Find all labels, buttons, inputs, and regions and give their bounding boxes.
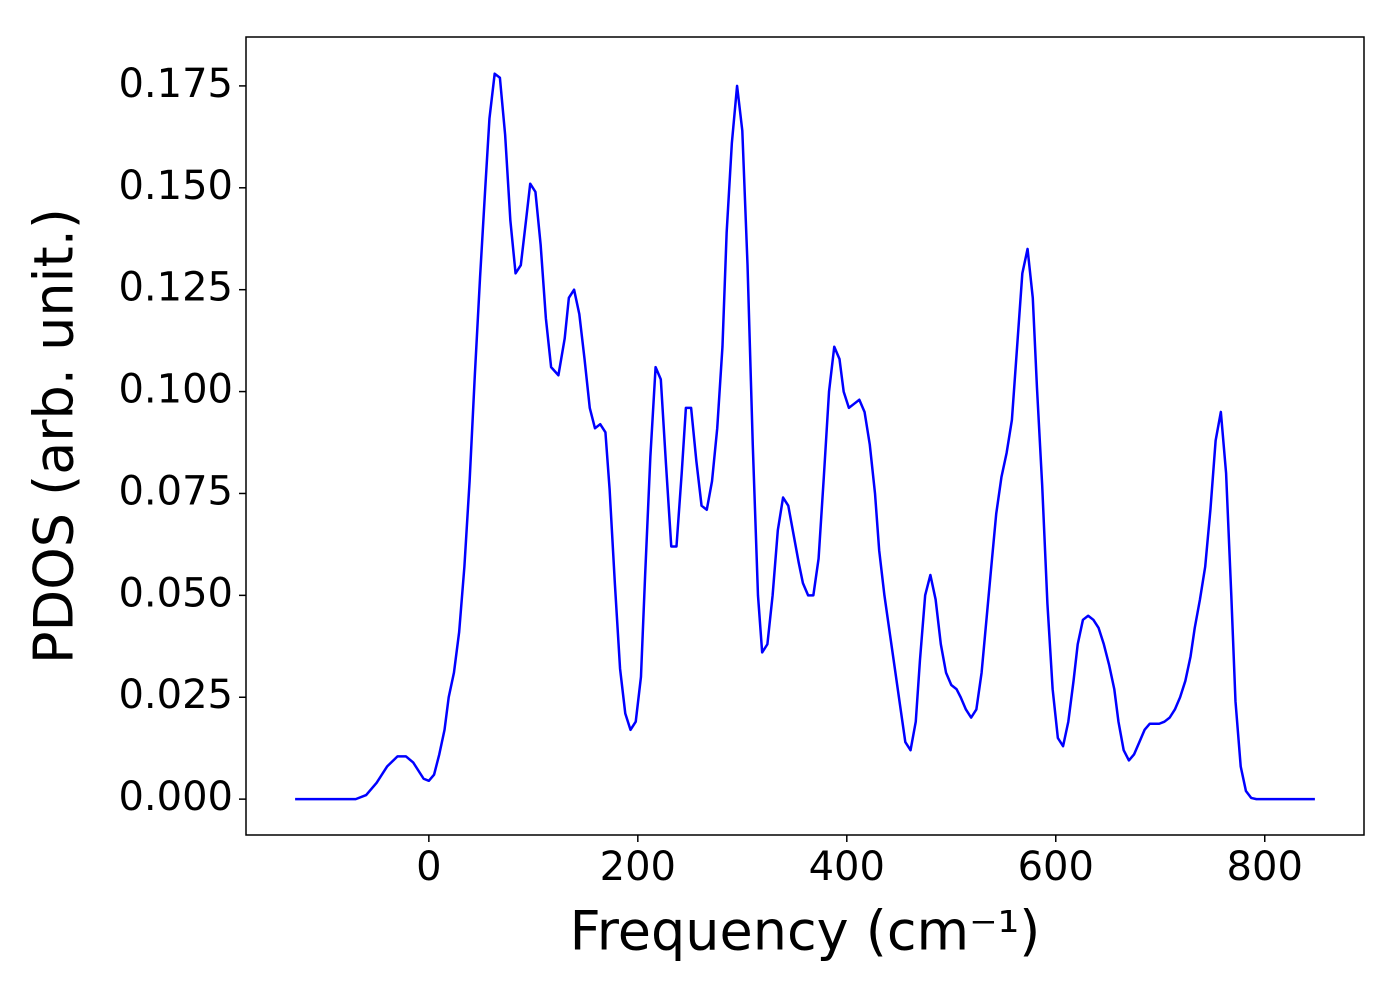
x-axis-label: Frequency (cm⁻¹): [570, 900, 1041, 963]
x-tick-label: 200: [600, 844, 676, 890]
y-tick-label: 0.050: [118, 570, 233, 616]
x-tick-label: 600: [1018, 844, 1094, 890]
y-tick-label: 0.075: [118, 468, 233, 514]
plot-frame: [245, 36, 1365, 836]
x-tick-label: 800: [1227, 844, 1303, 890]
y-tick-label: 0.175: [118, 61, 233, 107]
y-axis-label: PDOS (arb. unit.): [23, 208, 86, 664]
y-tick-label: 0.125: [118, 265, 233, 311]
x-tick-label: 400: [809, 844, 885, 890]
y-tick-label: 0.100: [118, 367, 233, 413]
y-tick-label: 0.000: [118, 774, 233, 820]
x-tick-label: 0: [416, 844, 441, 890]
data-line: [295, 72, 1315, 801]
y-tick-label: 0.025: [118, 672, 233, 718]
y-tick-label: 0.150: [118, 163, 233, 209]
